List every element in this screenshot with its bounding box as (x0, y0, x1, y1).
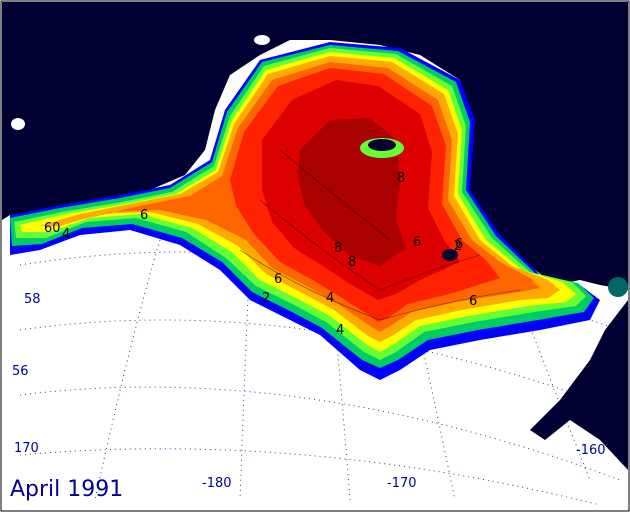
parallel-line (19, 448, 601, 506)
parallel-line (19, 319, 621, 411)
contour-label: 2 (454, 239, 462, 254)
coastal-lagoon (608, 277, 628, 297)
land-north (2, 2, 628, 290)
island (254, 35, 270, 45)
contour-label: 2 (262, 291, 270, 306)
contour-label: 4 (326, 291, 334, 306)
contour-label: 6 (140, 208, 148, 223)
latitude-label: 60 (44, 221, 61, 236)
contour-line (239, 249, 521, 321)
contour-label: 6 (455, 237, 463, 252)
longitude-labels: 170 -180 -170 -160 (14, 441, 606, 491)
contour-label: 8 (348, 255, 356, 270)
contour-label: 6 (469, 294, 477, 309)
longitude-label: -170 (387, 476, 417, 491)
contour-label: 8 (334, 241, 342, 256)
contour-line (259, 199, 481, 291)
longitude-label: -180 (202, 476, 232, 491)
contour-value-labels: 2 4 4 6 6 6 6 8 8 8 6 4 2 (62, 171, 477, 338)
alaska-peninsula (530, 300, 628, 470)
meridian-line (409, 289, 456, 501)
latitude-label: 56 (12, 364, 29, 379)
contour-label: 6 (413, 235, 421, 250)
contour-label: 4 (336, 323, 344, 338)
latitude-label: 58 (24, 292, 41, 307)
island (368, 139, 396, 151)
contour-label: 8 (397, 171, 405, 186)
landmass (2, 2, 628, 470)
contour-lines (239, 149, 521, 321)
contour-line (279, 149, 391, 241)
longitude-label: -160 (576, 443, 606, 458)
contour-label: 4 (62, 227, 70, 242)
contour-label: 6 (274, 272, 282, 287)
latitude-labels: 60 58 56 (12, 221, 61, 379)
meridian-line (239, 254, 251, 501)
island (442, 249, 458, 261)
date-label: April 1991 (10, 477, 123, 502)
parallel-line (19, 386, 621, 481)
longitude-label: 170 (14, 441, 39, 456)
contour-bands (10, 35, 628, 380)
island (11, 118, 25, 130)
